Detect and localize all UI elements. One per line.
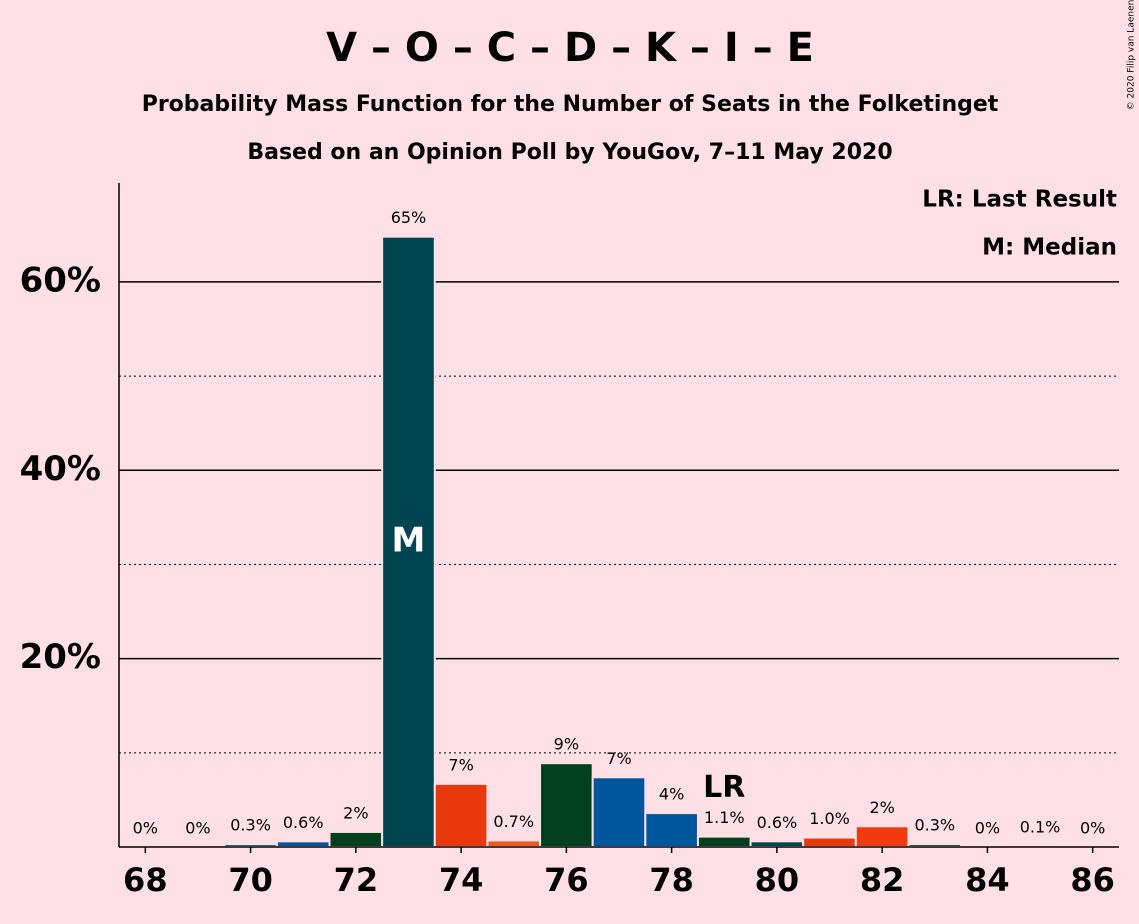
chart-subtitle: Based on an Opinion Poll by YouGov, 7–11… (247, 140, 892, 165)
value-label: 65% (391, 208, 427, 227)
value-label: 7% (448, 755, 473, 774)
bar (486, 839, 542, 849)
value-label: 0.3% (914, 816, 955, 835)
y-tick-label: 20% (20, 637, 101, 677)
legend-entry: M: Median (982, 235, 1117, 261)
x-tick-label: 68 (123, 861, 168, 899)
x-tick-label: 78 (649, 861, 694, 899)
value-label: 7% (606, 749, 631, 768)
value-label: 0.6% (757, 813, 798, 832)
bar (275, 840, 331, 849)
chart-subtitle: Probability Mass Function for the Number… (142, 92, 999, 117)
chart-title: V – O – C – D – K – I – E (326, 25, 814, 71)
bar (802, 836, 857, 848)
value-label: 9% (554, 735, 579, 754)
bar (644, 812, 699, 849)
bar (328, 830, 384, 848)
x-tick-label: 82 (860, 861, 905, 899)
value-label: 0.6% (283, 813, 324, 832)
x-tick-label: 80 (755, 861, 800, 899)
x-tick-label: 72 (334, 861, 379, 899)
bar (433, 782, 489, 849)
bar (539, 762, 594, 849)
value-label: 2% (869, 798, 894, 817)
x-tick-label: 84 (965, 861, 1010, 899)
value-label: 0% (1080, 819, 1105, 838)
x-tick-label: 86 (1070, 861, 1115, 899)
legend-entry: LR: Last Result (922, 187, 1117, 213)
value-label: 0.7% (493, 812, 534, 831)
value-label: 1.1% (704, 808, 745, 827)
median-marker: M (392, 520, 426, 560)
x-tick-label: 76 (544, 861, 589, 899)
value-label: 2% (343, 803, 368, 822)
bar (749, 840, 805, 849)
value-label: 0.1% (1020, 818, 1061, 837)
bar (696, 835, 752, 848)
value-label: 0% (133, 819, 158, 838)
last-result-marker: LR (703, 770, 745, 805)
value-label: 4% (659, 785, 684, 804)
value-label: 0% (975, 819, 1000, 838)
y-tick-label: 40% (20, 449, 101, 489)
value-label: 1.0% (809, 809, 850, 828)
bar (591, 776, 647, 848)
y-tick-label: 60% (20, 260, 101, 300)
value-label: 0% (185, 819, 210, 838)
x-tick-label: 70 (228, 861, 273, 899)
value-label: 0.3% (230, 816, 271, 835)
copyright: © 2020 Filip van Laenen (1127, 0, 1137, 110)
bar (854, 825, 910, 848)
x-tick-label: 74 (439, 861, 484, 899)
